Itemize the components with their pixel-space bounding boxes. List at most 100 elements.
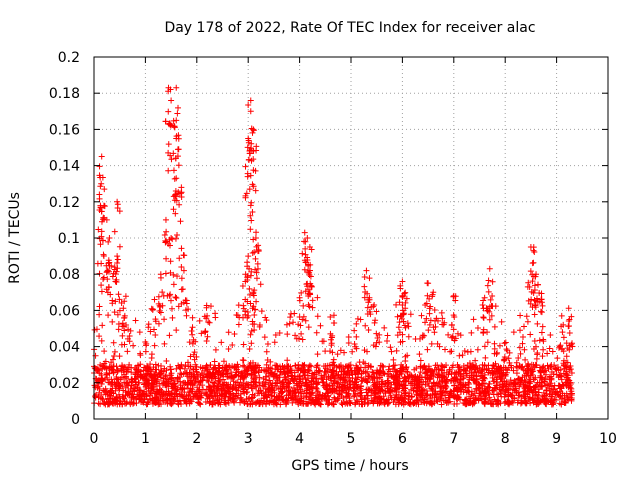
x-tick-label: 5	[347, 431, 356, 447]
data-point	[100, 251, 107, 258]
data-point	[558, 401, 565, 408]
data-point	[523, 382, 530, 389]
data-point	[108, 389, 115, 396]
data-point	[277, 384, 284, 391]
data-point	[106, 235, 113, 241]
data-point	[99, 237, 106, 244]
data-point	[170, 206, 177, 213]
data-point	[526, 394, 533, 401]
data-point	[136, 379, 143, 386]
data-point	[248, 370, 255, 377]
data-point	[116, 307, 123, 314]
data-point	[563, 372, 570, 379]
data-point	[445, 331, 452, 338]
data-point	[212, 314, 219, 321]
data-point	[502, 339, 509, 346]
data-point	[424, 374, 431, 381]
data-point	[103, 371, 110, 378]
data-point	[451, 374, 458, 381]
data-point	[480, 314, 487, 321]
data-point	[516, 383, 523, 390]
data-point	[417, 357, 424, 364]
data-point	[212, 375, 219, 382]
data-point	[190, 336, 197, 343]
data-point	[246, 345, 253, 352]
x-tick-label: 3	[244, 431, 253, 447]
data-point	[102, 358, 109, 365]
data-point	[324, 367, 331, 374]
data-point	[155, 300, 162, 307]
data-point	[322, 390, 329, 397]
x-tick-label: 6	[398, 431, 407, 447]
data-point	[408, 393, 415, 400]
data-point	[149, 306, 156, 313]
data-point	[98, 288, 105, 295]
data-point	[253, 298, 260, 305]
data-point	[255, 369, 262, 376]
y-tick-label: 0.14	[49, 159, 80, 175]
data-point	[116, 401, 123, 408]
data-point	[539, 364, 546, 371]
data-point	[159, 391, 166, 398]
data-point	[447, 348, 454, 355]
data-point	[174, 146, 181, 153]
data-point	[135, 387, 142, 394]
data-point	[486, 384, 493, 391]
data-point	[170, 281, 177, 288]
data-point	[246, 362, 253, 369]
data-point	[546, 345, 553, 352]
data-point	[96, 389, 103, 396]
data-point	[465, 379, 472, 386]
data-point	[426, 305, 433, 312]
data-point	[364, 392, 371, 399]
data-point	[162, 373, 169, 380]
data-point	[238, 396, 245, 403]
data-point	[491, 340, 498, 347]
data-point	[299, 250, 306, 257]
data-point	[109, 318, 116, 325]
data-point	[137, 368, 144, 375]
data-point	[240, 379, 247, 386]
data-point	[134, 371, 141, 378]
data-point	[211, 371, 218, 378]
data-point	[249, 359, 256, 366]
data-point	[237, 399, 244, 406]
data-point	[394, 380, 401, 387]
data-point	[292, 332, 299, 339]
data-point	[422, 381, 429, 388]
data-point	[358, 374, 365, 381]
data-point	[259, 380, 266, 387]
data-point	[301, 266, 308, 273]
data-point	[96, 163, 103, 170]
data-point	[220, 385, 227, 392]
data-point	[287, 314, 294, 321]
data-point	[380, 364, 387, 371]
data-point	[134, 393, 141, 400]
data-point	[205, 370, 212, 377]
data-point	[272, 380, 279, 387]
data-point	[161, 232, 168, 239]
data-point	[388, 348, 395, 355]
data-point	[306, 362, 313, 369]
data-point	[138, 396, 145, 403]
data-point	[156, 307, 163, 314]
data-point	[527, 331, 534, 338]
data-point	[100, 274, 107, 281]
data-point	[334, 380, 341, 387]
data-point	[190, 365, 197, 372]
grid-lines	[94, 57, 608, 419]
data-point	[165, 141, 172, 148]
data-point	[374, 334, 381, 341]
data-point	[109, 356, 116, 363]
data-point	[298, 330, 305, 337]
data-point	[525, 362, 532, 369]
data-point	[566, 330, 573, 337]
data-point	[245, 157, 252, 164]
data-point	[507, 377, 514, 384]
data-point	[176, 364, 183, 371]
data-point	[498, 365, 505, 372]
data-point	[519, 340, 526, 347]
data-point	[307, 391, 314, 398]
data-point	[418, 387, 425, 394]
data-point	[371, 383, 378, 390]
